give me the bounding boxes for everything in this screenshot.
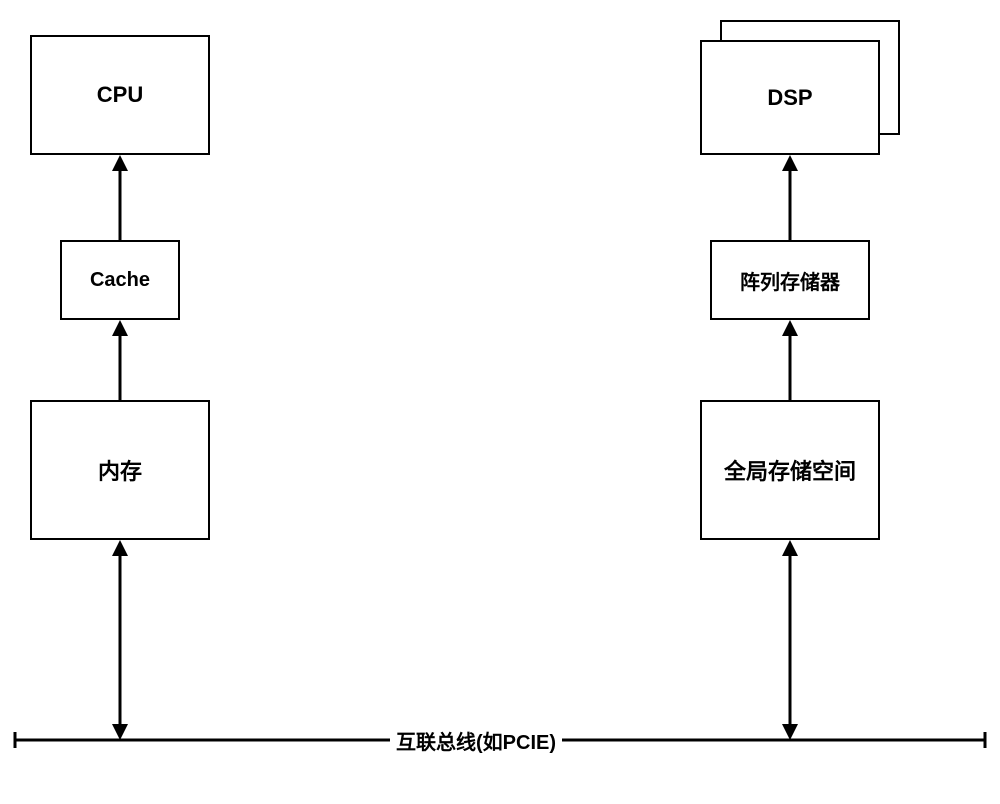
cpu-box: CPU <box>30 35 210 155</box>
bus-label-text: 互联总线(如PCIE) <box>396 732 556 754</box>
memory-label: 内存 <box>98 454 142 486</box>
cpu-label: CPU <box>97 82 143 108</box>
memory-box: 内存 <box>30 400 210 540</box>
cache-box: Cache <box>60 240 180 320</box>
diagram-canvas: CPU Cache 内存 DSP 阵列存储器 全局存储空间 互联总线(如PCIE… <box>0 0 1000 804</box>
dsp-box: DSP <box>700 40 880 155</box>
array-memory-box: 阵列存储器 <box>710 240 870 320</box>
dsp-label: DSP <box>767 85 812 111</box>
array-memory-label: 阵列存储器 <box>740 266 840 295</box>
global-memory-box: 全局存储空间 <box>700 400 880 540</box>
cache-label: Cache <box>90 269 150 292</box>
global-memory-label: 全局存储空间 <box>724 454 856 486</box>
bus-label: 互联总线(如PCIE) <box>390 726 562 755</box>
